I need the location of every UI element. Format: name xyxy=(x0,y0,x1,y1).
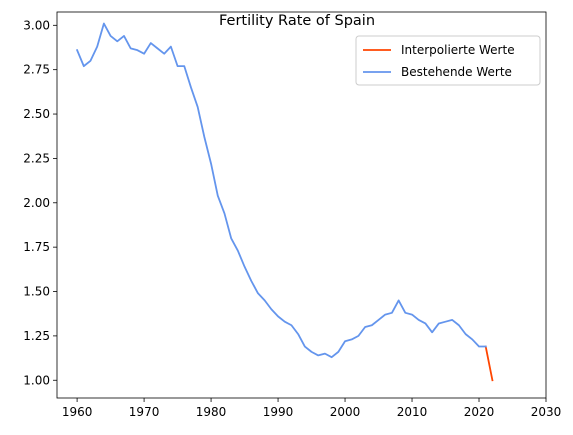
y-tick-label: 1.50 xyxy=(23,285,50,299)
y-tick-label: 1.75 xyxy=(23,240,50,254)
y-axis-ticks: 1.00 1.25 1.50 1.75 2.00 2.25 2.50 2.75 3.00 xyxy=(23,18,57,387)
chart-title: Fertility Rate of Spain xyxy=(219,13,375,29)
y-tick-label: 1.00 xyxy=(23,373,50,387)
x-tick-label: 2010 xyxy=(397,405,428,419)
legend-label-existing: Bestehende Werte xyxy=(401,65,512,79)
legend-box xyxy=(355,35,541,86)
y-tick-label: 3.00 xyxy=(23,18,50,32)
x-tick-label: 1960 xyxy=(62,405,93,419)
x-tick-label: 1990 xyxy=(263,405,294,419)
plot-frame xyxy=(56,11,547,399)
x-tick-label: 2030 xyxy=(531,405,562,419)
plot-axes: 1960 1970 1980 1990 2000 2010 2020 2030 1.00 1.2… xyxy=(23,11,561,419)
y-tick-label: 2.75 xyxy=(23,63,50,77)
x-tick-label: 2000 xyxy=(330,405,361,419)
legend-label-interpolated: Interpolierte Werte xyxy=(401,43,515,57)
series-layer xyxy=(75,22,494,382)
x-tick-label: 1980 xyxy=(196,405,227,419)
y-tick-label: 1.25 xyxy=(23,329,50,343)
y-tick-label: 2.50 xyxy=(23,107,50,121)
y-tick-label: 2.00 xyxy=(23,196,50,210)
x-tick-label: 1970 xyxy=(129,405,160,419)
x-axis-ticks: 1960 1970 1980 1990 2000 2010 2020 2030 xyxy=(62,398,561,419)
series-line-existing-values xyxy=(75,22,487,359)
x-tick-label: 2020 xyxy=(464,405,495,419)
y-tick-label: 2.25 xyxy=(23,151,50,165)
series-line-interpolated-values xyxy=(484,345,494,382)
legend: Interpolierte Werte Bestehende Werte xyxy=(355,35,541,86)
